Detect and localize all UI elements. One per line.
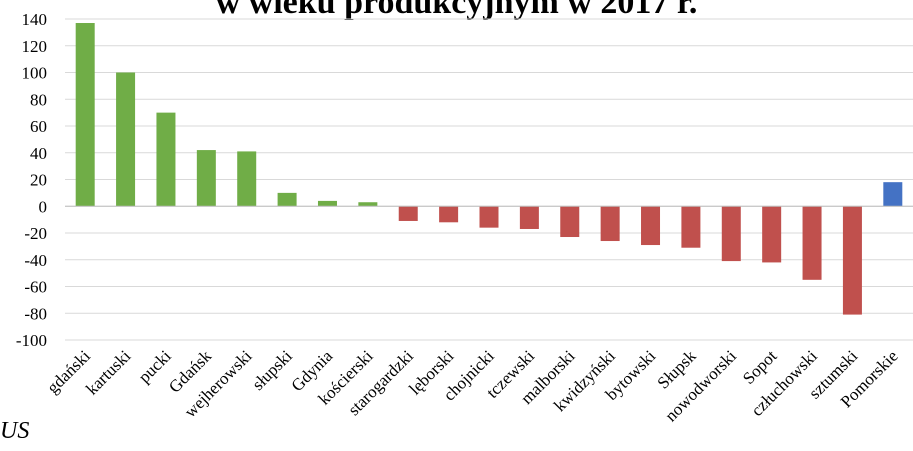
source-note: US <box>0 418 30 444</box>
gridlines <box>65 18 913 341</box>
bar-Gdynia <box>317 200 337 207</box>
bar-Pomorskie <box>883 182 903 207</box>
bar-Gdańsk <box>196 150 216 207</box>
y-tick-label: 120 <box>22 37 48 56</box>
bars <box>75 23 903 315</box>
y-tick-label: -100 <box>16 331 47 350</box>
bar-nowodworski <box>721 206 741 262</box>
y-tick-label: 80 <box>30 90 47 109</box>
bar-kartuski <box>116 72 136 207</box>
bar-bytowski <box>641 206 661 246</box>
bar-Słupsk <box>681 206 701 248</box>
bar-kwidzyński <box>600 206 620 242</box>
bar-starogardzki <box>398 206 418 221</box>
bar-chojnicki <box>479 206 499 228</box>
bar-malborski <box>560 206 580 238</box>
y-tick-label: -40 <box>24 251 47 270</box>
y-tick-label: -20 <box>24 224 47 243</box>
bar-człuchowski <box>802 206 822 280</box>
bar-kościerski <box>358 202 378 207</box>
bar-Sopot <box>762 206 782 263</box>
bar-gdański <box>75 23 95 207</box>
chart-title: w wieku produkcyjnym w 2017 r. <box>215 0 698 21</box>
y-axis-tick-labels: -100 -80 -60 -40 -20 0 20 40 60 80 100 120 140 <box>16 10 47 350</box>
y-tick-label: -80 <box>24 304 47 323</box>
y-tick-label: 100 <box>22 64 48 83</box>
bar-tczewski <box>519 206 539 229</box>
x-tick-label: kartuski <box>82 346 134 398</box>
bar-lęborski <box>439 206 459 223</box>
y-tick-label: 140 <box>22 10 48 29</box>
bar-sztumski <box>842 206 862 315</box>
y-tick-label: 40 <box>30 144 47 163</box>
y-tick-label: 0 <box>39 197 48 216</box>
bar-wejherowski <box>237 151 257 207</box>
y-tick-label: 20 <box>30 171 47 190</box>
bar-pucki <box>156 112 176 207</box>
y-tick-label: -60 <box>24 278 47 297</box>
y-tick-label: 60 <box>30 117 47 136</box>
x-tick-label: słupski <box>248 346 296 394</box>
bar-słupski <box>277 192 297 207</box>
